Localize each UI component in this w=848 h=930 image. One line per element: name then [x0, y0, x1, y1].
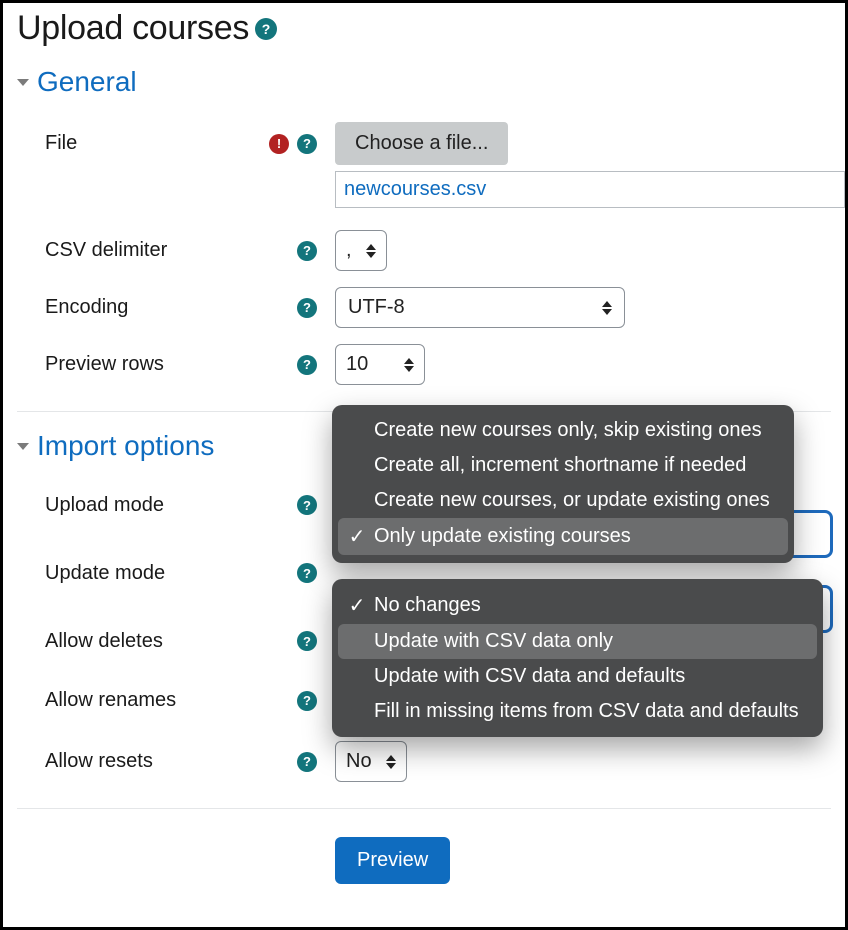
dropdown-option-label: Fill in missing items from CSV data and …: [374, 700, 799, 723]
dropdown-option[interactable]: Update with CSV data and defaults: [338, 659, 817, 694]
help-icon[interactable]: ?: [297, 495, 317, 515]
label-upload-mode: Upload mode: [45, 494, 265, 517]
section-general: General File ! ? Choose a file... newcou…: [17, 66, 831, 393]
label-update-mode: Update mode: [45, 562, 265, 585]
dropdown-option-label: Update with CSV data only: [374, 630, 613, 653]
help-icon[interactable]: ?: [297, 298, 317, 318]
dropdown-option[interactable]: ✓ No changes: [338, 587, 817, 624]
label-allow-deletes: Allow deletes: [45, 630, 265, 653]
label-csv-delimiter: CSV delimiter: [45, 239, 265, 262]
dropdown-option-label: Update with CSV data and defaults: [374, 665, 685, 688]
check-icon: ✓: [348, 524, 366, 549]
help-icon[interactable]: ?: [297, 563, 317, 583]
divider: [17, 808, 831, 809]
row-csv-delimiter: CSV delimiter ? ,: [17, 222, 831, 279]
help-icon[interactable]: ?: [297, 691, 317, 711]
dropdown-option-label: Only update existing courses: [374, 525, 631, 548]
select-allow-resets[interactable]: No: [335, 741, 407, 782]
help-icon[interactable]: ?: [297, 134, 317, 154]
dropdown-option-label: Create all, increment shortname if neede…: [374, 454, 746, 477]
row-file: File ! ? Choose a file...: [17, 114, 831, 173]
dropdown-option-label: Create new courses only, skip existing o…: [374, 419, 762, 442]
select-value: No: [346, 750, 372, 773]
dropdown-option[interactable]: Create new courses, or update existing o…: [338, 483, 788, 518]
check-icon: ✓: [348, 593, 366, 618]
dropdown-update-mode[interactable]: ✓ No changes Update with CSV data only Upda…: [332, 579, 823, 737]
dropdown-option[interactable]: Create new courses only, skip existing o…: [338, 413, 788, 448]
row-preview-rows: Preview rows ? 10: [17, 336, 831, 393]
chevron-down-icon: [17, 443, 29, 450]
row-allow-resets: Allow resets ? No: [17, 733, 831, 790]
select-encoding[interactable]: UTF-8: [335, 287, 625, 328]
updown-icon: [404, 358, 414, 372]
label-allow-resets: Allow resets: [45, 750, 265, 773]
dropdown-option[interactable]: Update with CSV data only: [338, 624, 817, 659]
section-toggle-general[interactable]: General: [17, 66, 831, 98]
updown-icon: [386, 755, 396, 769]
help-icon[interactable]: ?: [255, 18, 277, 40]
label-preview-rows: Preview rows: [45, 353, 265, 376]
help-icon[interactable]: ?: [297, 631, 317, 651]
select-preview-rows[interactable]: 10: [335, 344, 425, 385]
select-value: UTF-8: [348, 296, 405, 319]
select-value: ,: [346, 239, 352, 262]
choose-file-button[interactable]: Choose a file...: [335, 122, 508, 165]
dropdown-upload-mode[interactable]: Create new courses only, skip existing o…: [332, 405, 794, 563]
updown-icon: [366, 244, 376, 258]
dropdown-option-label: Create new courses, or update existing o…: [374, 489, 770, 512]
dropdown-option[interactable]: ✓ Only update existing courses: [338, 518, 788, 555]
dropdown-option-label: No changes: [374, 594, 481, 617]
section-title-import: Import options: [37, 430, 214, 462]
preview-button[interactable]: Preview: [335, 837, 450, 884]
chevron-down-icon: [17, 79, 29, 86]
label-allow-renames: Allow renames: [45, 689, 265, 712]
updown-icon: [602, 301, 612, 315]
select-value: 10: [346, 353, 368, 376]
select-csv-delimiter[interactable]: ,: [335, 230, 387, 271]
selected-filename[interactable]: newcourses.csv: [335, 171, 845, 208]
page-title: Upload courses: [17, 9, 249, 48]
section-title-general: General: [37, 66, 137, 98]
required-icon: !: [269, 134, 289, 154]
dropdown-option[interactable]: Fill in missing items from CSV data and …: [338, 694, 817, 729]
help-icon[interactable]: ?: [297, 241, 317, 261]
help-icon[interactable]: ?: [297, 355, 317, 375]
row-encoding: Encoding ? UTF-8: [17, 279, 831, 336]
help-icon[interactable]: ?: [297, 752, 317, 772]
label-file: File: [45, 132, 265, 155]
label-encoding: Encoding: [45, 296, 265, 319]
dropdown-option[interactable]: Create all, increment shortname if neede…: [338, 448, 788, 483]
